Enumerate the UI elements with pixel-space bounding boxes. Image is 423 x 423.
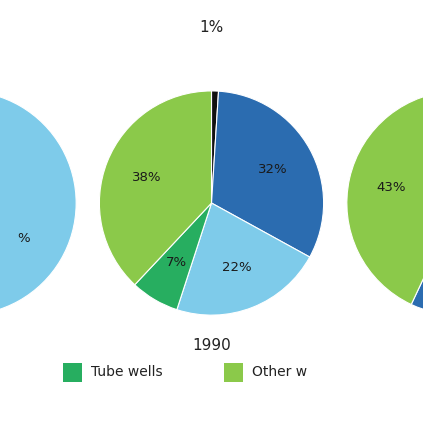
Text: 1%: 1% [199,20,224,35]
Text: %: % [17,232,30,245]
Wedge shape [0,91,76,315]
Wedge shape [99,91,212,285]
Text: Other w: Other w [252,365,307,379]
Bar [63,363,82,382]
Text: 32%: 32% [258,163,287,176]
Text: 43%: 43% [376,181,406,195]
Wedge shape [212,91,219,203]
Wedge shape [135,203,212,310]
Wedge shape [411,91,423,315]
Text: Tube wells: Tube wells [91,365,162,379]
Wedge shape [212,91,324,257]
Text: 22%: 22% [222,261,252,274]
Bar [224,363,243,382]
Wedge shape [177,203,310,315]
Text: 1990: 1990 [192,338,231,353]
Text: 7%: 7% [165,256,187,269]
Wedge shape [347,91,423,305]
Text: 38%: 38% [132,171,162,184]
